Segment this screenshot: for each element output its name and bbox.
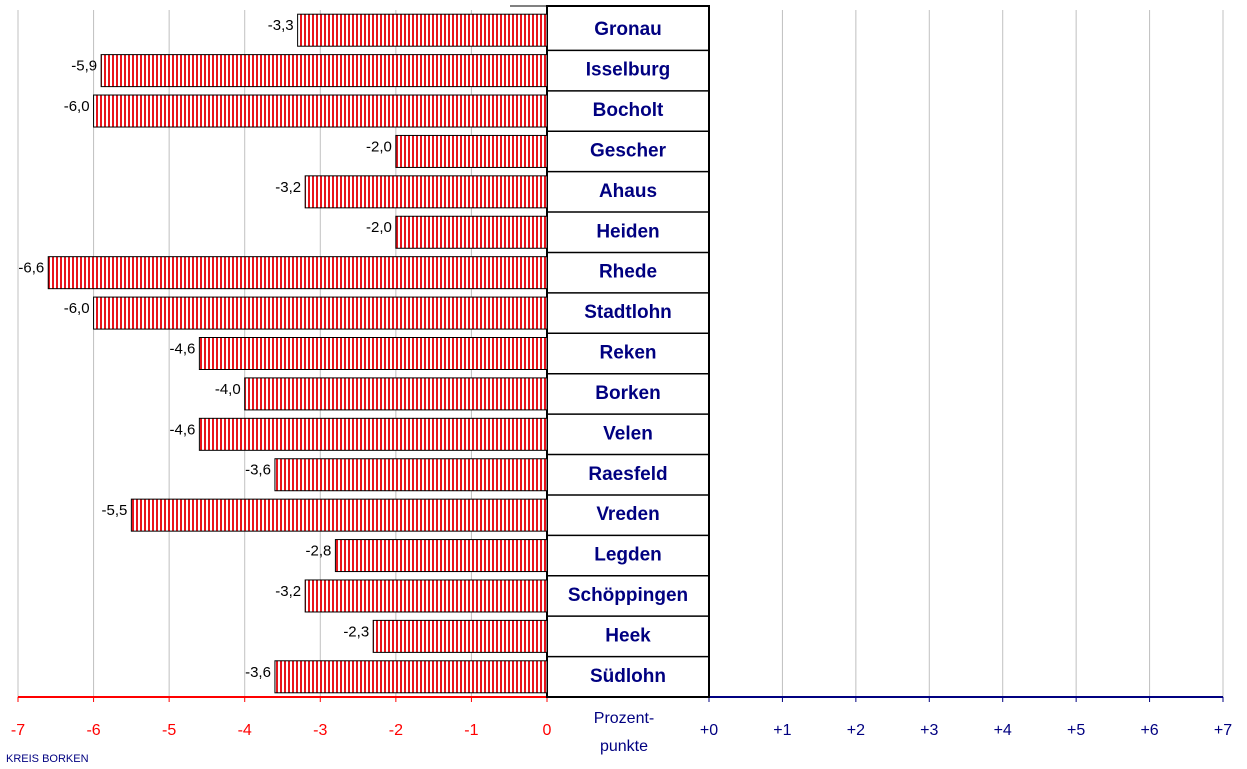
x2-tick-label: +7 xyxy=(1214,722,1232,739)
x-tick-label: -4 xyxy=(238,722,252,739)
bar xyxy=(100,54,548,88)
bar xyxy=(395,215,548,249)
bar xyxy=(198,417,548,451)
bar xyxy=(395,134,548,168)
bar xyxy=(304,175,548,209)
data-label: -2,0 xyxy=(366,138,392,155)
x-tick-label: -5 xyxy=(162,722,176,739)
data-label: -5,9 xyxy=(71,58,97,75)
x2-tick-label: +5 xyxy=(1067,722,1085,739)
data-label: -6,0 xyxy=(64,98,90,115)
category-label: Vreden xyxy=(596,504,659,525)
x2-tick-label: +0 xyxy=(700,722,718,739)
data-label: -2,3 xyxy=(343,623,369,640)
data-label: -2,8 xyxy=(306,543,332,560)
x-tick-label: -6 xyxy=(86,722,100,739)
category-label: Schöppingen xyxy=(568,585,688,606)
category-label: Bocholt xyxy=(593,100,664,121)
x2-tick-label: +2 xyxy=(847,722,865,739)
bar xyxy=(93,94,548,128)
x-tick-label: 0 xyxy=(543,722,552,739)
bar xyxy=(297,13,548,47)
x-tick-label: -2 xyxy=(389,722,403,739)
category-label: Gronau xyxy=(594,19,662,40)
x-axis-label: Prozent- xyxy=(594,710,654,727)
category-label: Heek xyxy=(605,625,651,646)
bar xyxy=(304,579,548,613)
x2-tick-label: +3 xyxy=(920,722,938,739)
category-label: Rhede xyxy=(599,262,657,283)
data-label: -4,6 xyxy=(170,421,196,438)
source: KREIS BORKEN xyxy=(6,753,89,764)
category-label: Isselburg xyxy=(586,60,670,81)
data-label: -5,5 xyxy=(101,502,127,519)
x-axis-label: punkte xyxy=(600,738,648,755)
bar xyxy=(274,458,548,492)
bar xyxy=(244,377,548,411)
x-tick-label: -1 xyxy=(464,722,478,739)
data-label: -3,6 xyxy=(245,664,271,681)
data-label: -6,0 xyxy=(64,300,90,317)
bar xyxy=(93,296,548,330)
data-label: -6,6 xyxy=(18,260,44,277)
category-label: Südlohn xyxy=(590,666,666,687)
category-label: Ahaus xyxy=(599,181,657,202)
bar xyxy=(334,539,548,573)
bar xyxy=(372,619,548,653)
label-column xyxy=(546,5,710,698)
x2-tick-label: +1 xyxy=(773,722,791,739)
category-label: Reken xyxy=(599,343,656,364)
data-label: -4,6 xyxy=(170,340,196,357)
category-label: Heiden xyxy=(596,221,659,242)
category-label: Gescher xyxy=(590,140,667,161)
data-label: -3,6 xyxy=(245,462,271,479)
bar xyxy=(198,337,548,370)
category-label: Stadtlohn xyxy=(584,302,672,323)
data-label: -3,3 xyxy=(268,17,294,34)
data-label: -3,2 xyxy=(275,583,301,600)
data-label: -3,2 xyxy=(275,179,301,196)
x2-tick-label: +6 xyxy=(1140,722,1158,739)
category-label: Velen xyxy=(603,423,653,444)
category-label: Raesfeld xyxy=(588,464,667,485)
data-label: -2,0 xyxy=(366,219,392,236)
x2-tick-label: +4 xyxy=(994,722,1012,739)
x-tick-label: -3 xyxy=(313,722,327,739)
category-label: Borken xyxy=(595,383,660,404)
category-label: Legden xyxy=(594,545,662,566)
data-label: -4,0 xyxy=(215,381,241,398)
bar xyxy=(274,660,548,694)
bar xyxy=(130,498,548,532)
bar xyxy=(47,256,548,290)
x-tick-label: -7 xyxy=(11,722,25,739)
